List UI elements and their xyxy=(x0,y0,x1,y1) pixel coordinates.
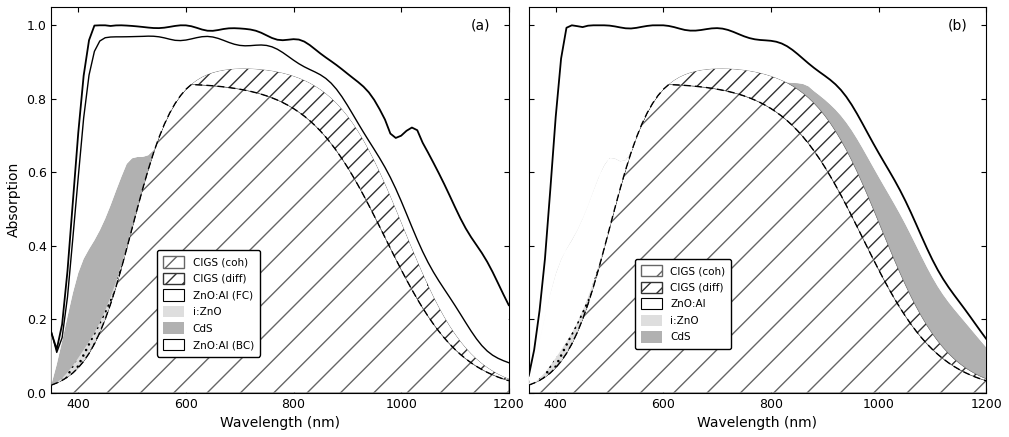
Text: (b): (b) xyxy=(948,18,968,32)
Text: FC: FC xyxy=(426,276,441,289)
X-axis label: Wavelength (nm): Wavelength (nm) xyxy=(220,416,340,430)
X-axis label: Wavelength (nm): Wavelength (nm) xyxy=(697,416,817,430)
Text: BC: BC xyxy=(425,177,442,190)
Text: (a): (a) xyxy=(471,18,490,32)
Y-axis label: Absorption: Absorption xyxy=(7,162,21,237)
Legend: CIGS (coh), CIGS (diff), ZnO:Al, i:ZnO, CdS: CIGS (coh), CIGS (diff), ZnO:Al, i:ZnO, … xyxy=(635,259,732,349)
Legend: CIGS (coh), CIGS (diff), ZnO:Al (FC), i:ZnO, CdS, ZnO:Al (BC): CIGS (coh), CIGS (diff), ZnO:Al (FC), i:… xyxy=(157,250,260,357)
